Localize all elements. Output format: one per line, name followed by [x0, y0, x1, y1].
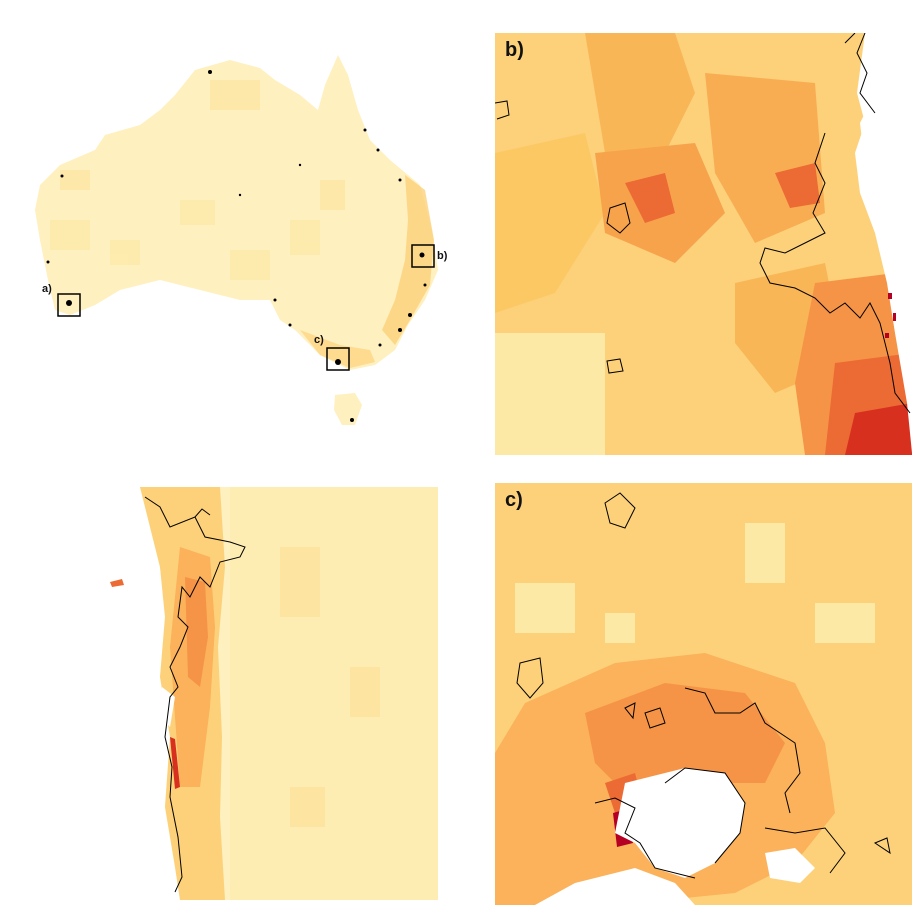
panel-c-svg: [495, 483, 912, 905]
inset-box-b: [411, 244, 435, 268]
panel-a-boundaries: [144, 496, 246, 893]
southeast-warm-band: [300, 330, 375, 368]
panel-c-ocean: [535, 868, 695, 905]
east-coast-warm-band: [382, 175, 434, 345]
panel-b-boundaries: [495, 33, 911, 414]
panel-b-svg: [495, 33, 912, 455]
panel-a-ocean: [110, 487, 180, 900]
overview-label-b: b): [437, 250, 448, 262]
panel-a: a): [110, 487, 438, 900]
australia-svg: [35, 55, 438, 425]
panel-c: c): [495, 483, 912, 905]
inset-box-c: [326, 347, 350, 371]
overview-label-a: a): [42, 283, 52, 295]
overview-label-c: c): [314, 334, 324, 346]
panel-c-bay: [615, 768, 745, 878]
panel-a-svg: [110, 487, 438, 900]
panel-c-label: c): [505, 489, 523, 511]
overview-map: a) b) c): [0, 0, 470, 450]
inset-box-a: [57, 293, 81, 317]
tasmania: [334, 393, 362, 425]
australia-mainland: [35, 55, 438, 370]
overview-texture: [50, 80, 345, 280]
urban-points: [46, 70, 427, 422]
panel-b-label: b): [505, 39, 524, 61]
panel-c-boundaries: [516, 492, 891, 879]
panel-b: b): [495, 33, 912, 455]
